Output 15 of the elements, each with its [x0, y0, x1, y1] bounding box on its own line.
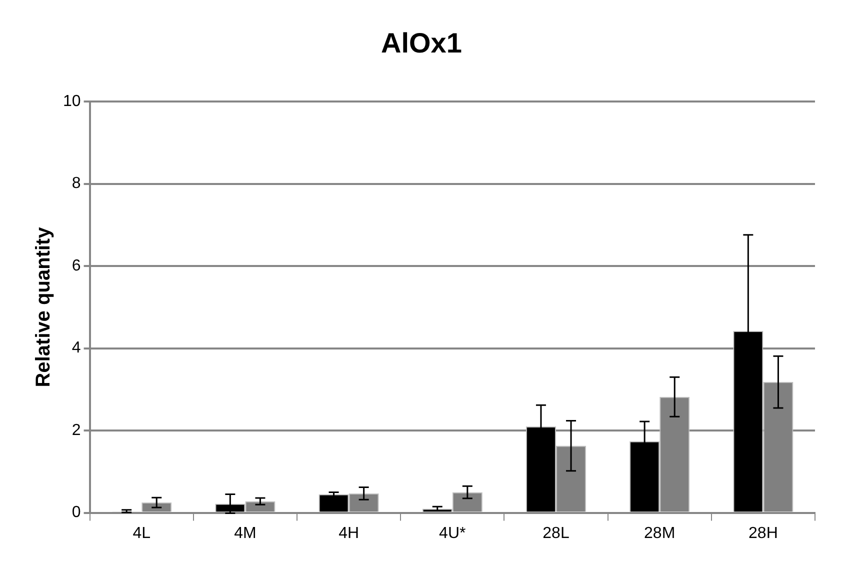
chart-title: AlOx1 — [381, 28, 462, 59]
y-tick-label: 4 — [72, 340, 81, 357]
x-tick-label: 28M — [644, 524, 676, 542]
x-tick-label: 28L — [542, 524, 570, 542]
y-tick-label: 0 — [72, 504, 81, 522]
x-tick-label: 4L — [132, 524, 151, 542]
x-tick-label: 4H — [338, 524, 360, 542]
y-tick-label: 6 — [72, 257, 81, 274]
x-tick-label: 28H — [748, 524, 778, 542]
x-tick-label: 4U* — [439, 524, 466, 542]
y-tick-label: 10 — [63, 93, 81, 110]
x-tick-label: 4M — [234, 524, 256, 542]
y-tick-label: 2 — [72, 422, 81, 439]
y-tick-label: 8 — [72, 175, 81, 192]
y-axis-title: Relative quantity — [32, 226, 55, 388]
